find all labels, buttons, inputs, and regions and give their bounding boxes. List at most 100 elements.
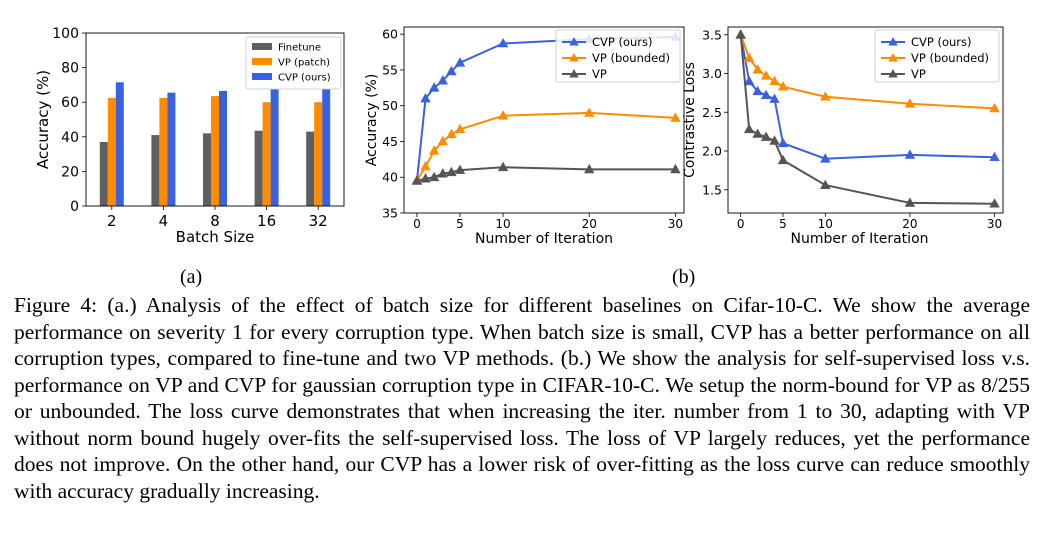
data-point — [760, 70, 772, 80]
x-axis-label: Number of Iteration — [475, 231, 613, 247]
data-point — [437, 75, 448, 85]
data-point — [743, 52, 755, 62]
legend-box — [874, 29, 1000, 83]
data-point — [904, 197, 916, 207]
data-point — [584, 163, 595, 174]
legend-marker — [888, 37, 898, 46]
legend-box — [555, 29, 681, 83]
legend: CVP (ours) VP (bounded) VP — [874, 29, 1000, 83]
y-axis-label: Contrastive Loss — [682, 62, 698, 178]
data-point — [437, 168, 448, 178]
y-tick-label: 20 — [61, 164, 79, 180]
x-tick-label: 4 — [159, 212, 169, 230]
x-axis-label: Number of Iteration — [790, 231, 928, 247]
x-tick-label: 30 — [987, 217, 1002, 231]
y-tick-label: 2.0 — [702, 144, 722, 159]
y-tick-label: 35 — [382, 206, 398, 221]
data-point — [446, 128, 457, 139]
legend: Finetune VP (patch) CVP (ours) — [245, 36, 342, 90]
x-tick-label: 20 — [582, 217, 597, 231]
data-point — [777, 137, 789, 148]
y-axis-label: Accuracy (%) — [34, 70, 52, 169]
legend-label: VP — [592, 67, 607, 81]
data-point — [752, 64, 763, 74]
data-point — [670, 112, 681, 122]
data-point — [497, 110, 509, 120]
data-point — [437, 135, 448, 146]
bar — [159, 97, 168, 206]
bar — [262, 102, 271, 206]
data-point — [743, 123, 755, 134]
bar — [270, 88, 279, 206]
legend-label: CVP (ours) — [592, 35, 653, 49]
data-point — [989, 198, 1000, 208]
x-axis-label: Batch Size — [176, 228, 255, 246]
legend-label: CVP (ours) — [278, 73, 331, 84]
bar — [115, 82, 124, 206]
bar — [211, 96, 219, 206]
bar — [254, 130, 263, 206]
data-point — [497, 37, 509, 48]
legend-label: VP — [911, 67, 926, 81]
figure-caption: Figure 4: (a.) Analysis of the effect of… — [14, 293, 1030, 503]
bar — [151, 135, 160, 206]
x-tick-label: 5 — [779, 217, 787, 231]
plot-frame — [403, 26, 685, 214]
data-point — [904, 98, 916, 108]
legend-swatch — [252, 43, 272, 50]
y-tick-label: 100 — [52, 26, 79, 42]
y-tick-label: 50 — [382, 98, 398, 113]
chart-accuracy-vs-iteration: 0 5 10 20 30 35 40 45 50 55 60 Number of Iteration A… — [364, 26, 685, 247]
data-point — [584, 107, 595, 117]
data-point — [769, 75, 780, 86]
data-point — [454, 164, 466, 174]
y-tick-label: 40 — [382, 170, 398, 185]
y-tick-label: 55 — [382, 62, 398, 77]
legend-marker — [569, 37, 579, 46]
legend-label: Finetune — [278, 43, 321, 54]
bar — [99, 141, 108, 206]
data-point — [497, 161, 509, 172]
data-point — [820, 179, 831, 189]
data-point — [904, 149, 916, 159]
legend-marker — [888, 69, 898, 78]
data-point — [777, 81, 789, 91]
legend-swatch — [252, 73, 272, 80]
legend-marker — [888, 53, 898, 62]
data-point — [428, 171, 440, 182]
x-tick-label: 10 — [495, 217, 510, 231]
x-tick-label: 30 — [668, 217, 683, 231]
y-tick-label: 0 — [70, 199, 79, 215]
legend-label: VP (bounded) — [592, 51, 670, 65]
legend-label: VP (bounded) — [911, 51, 989, 65]
data-point — [820, 91, 831, 101]
x-tick-label: 10 — [818, 217, 833, 231]
legend-label: VP (patch) — [278, 58, 330, 69]
data-point — [777, 154, 789, 165]
chart-loss-vs-iteration: 0 5 10 20 30 1.5 2.0 2.5 3.0 3.5 Number of Iterati… — [682, 26, 1004, 247]
data-point — [743, 75, 755, 86]
x-tick-label: 2 — [107, 212, 117, 230]
x-tick-label: 0 — [413, 217, 421, 231]
data-point — [752, 85, 763, 96]
y-tick-label: 45 — [382, 134, 398, 149]
legend-swatch — [252, 58, 272, 65]
legend-marker — [569, 69, 579, 78]
bar — [107, 97, 116, 206]
data-point — [446, 166, 457, 177]
x-tick-label: 8 — [210, 212, 220, 230]
data-point — [454, 57, 466, 67]
bar — [314, 102, 323, 206]
series-line — [416, 166, 676, 182]
legend: CVP (ours) VP (bounded) VP — [555, 29, 681, 83]
x-tick-label: 20 — [902, 217, 917, 231]
data-point — [752, 128, 763, 138]
y-tick-label: 2.5 — [702, 105, 722, 120]
chart-batch-size: 2 4 8 16 32 0 20 40 60 80 100 Batch Size Accuracy (%… — [34, 26, 345, 246]
data-point — [820, 153, 831, 163]
subfigure-label-a: (a) — [180, 266, 203, 288]
y-tick-label: 60 — [382, 27, 398, 42]
y-tick-label: 40 — [61, 130, 79, 146]
bar — [306, 131, 315, 206]
legend-marker — [569, 53, 579, 62]
